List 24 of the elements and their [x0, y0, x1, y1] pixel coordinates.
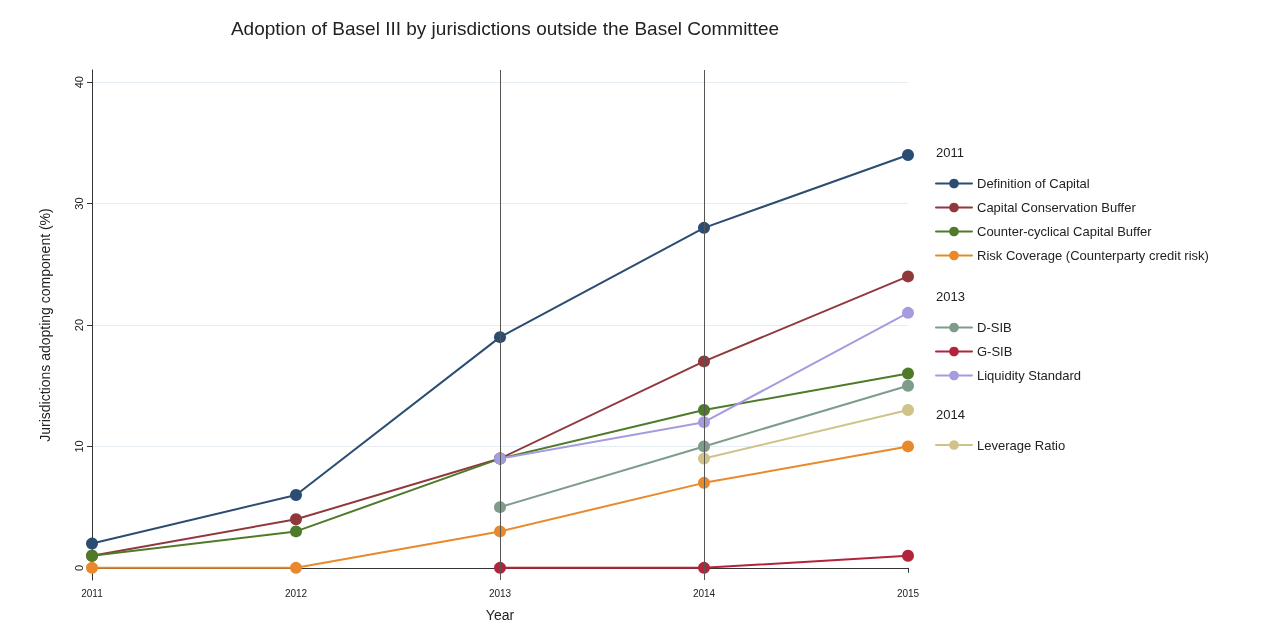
y-tick-label: 40 — [72, 76, 85, 89]
legend-label: Counter-cyclical Capital Buffer — [977, 224, 1153, 239]
x-tick-label: 2015 — [896, 587, 920, 599]
text: 2013 — [936, 289, 965, 304]
chart-title: Adoption of Basel III by jurisdictions outside the Basel Committee — [230, 18, 780, 39]
y-axis-title: Jurisdictions adopting component (%) — [37, 208, 53, 442]
legend-label: G-SIB — [977, 344, 1013, 359]
y-tick-label: 20 — [72, 318, 85, 332]
legend-label: Definition of Capital — [977, 176, 1090, 191]
text: 2014 — [936, 406, 965, 422]
legend-label: Risk Coverage (Counterparty credit risk) — [977, 248, 1209, 263]
x-tick-label: 2011 — [81, 587, 104, 599]
x-axis-title: Year — [485, 607, 515, 623]
legend-label: Capital Conservation Buffer — [977, 200, 1137, 215]
x-tick-label: 2012 — [284, 587, 308, 599]
legend-label: Leverage Ratio — [977, 437, 1066, 453]
y-tick-label: 10 — [72, 440, 85, 453]
y-tick-label: 30 — [72, 197, 85, 210]
x-tick-label: 2014 — [692, 587, 716, 599]
legend-label: D-SIB — [977, 320, 1012, 335]
y-tick-label: 0 — [72, 564, 85, 571]
legend-label: Liquidity Standard — [977, 368, 1082, 383]
text: 2011 — [936, 145, 964, 160]
x-tick-label: 2013 — [488, 587, 512, 599]
